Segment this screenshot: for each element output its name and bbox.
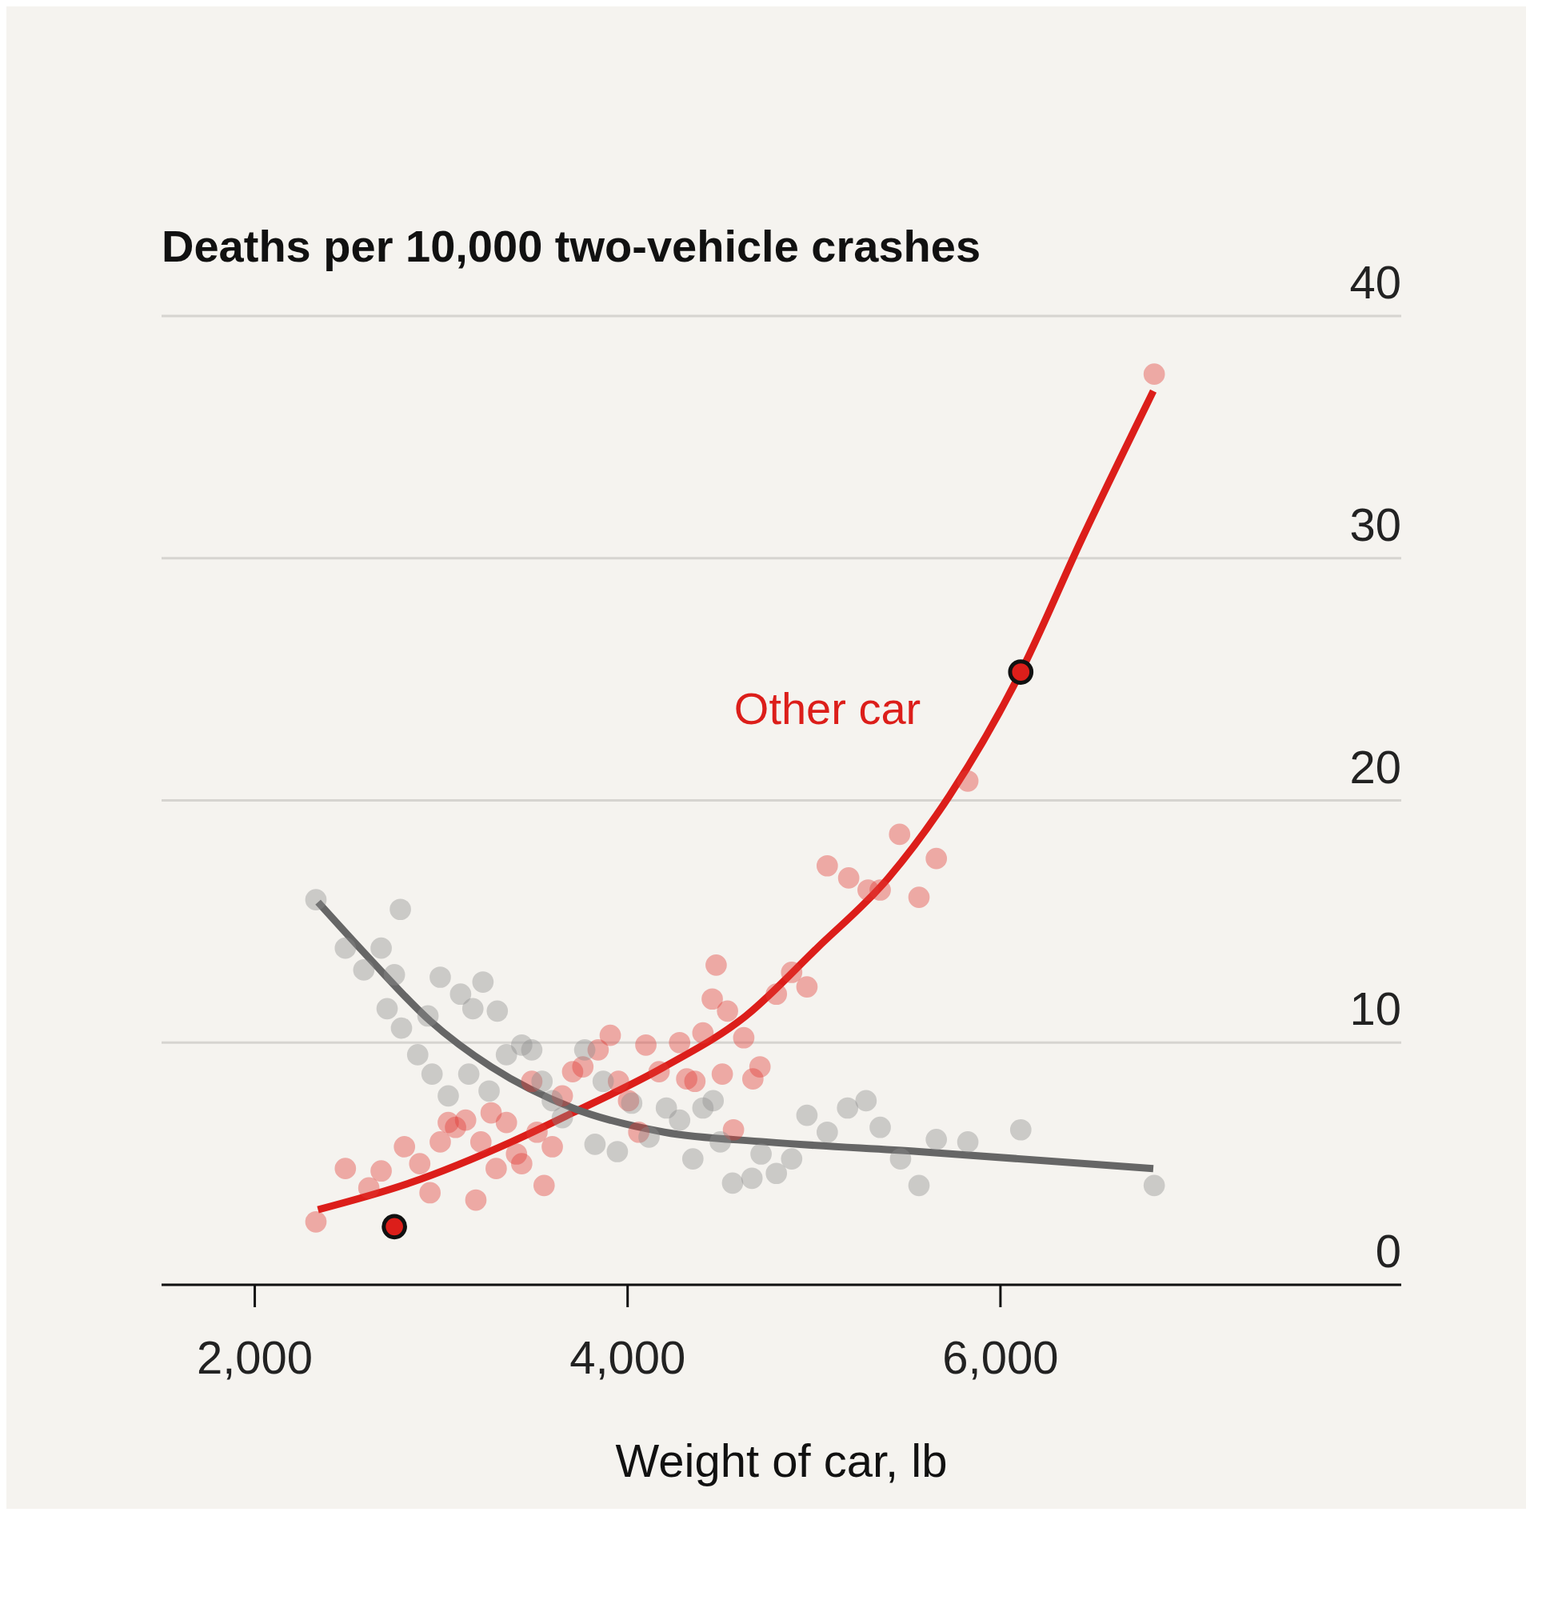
html-text:Deaths per 10,000 two-vehicle: Deaths per 10,000 two-vehicle crashes [161, 220, 981, 272]
svg-text:2,000: 2,000 [196, 1330, 313, 1383]
svg-text:Other car: Other car [734, 683, 921, 734]
svg-text:6,000: 6,000 [942, 1330, 1059, 1383]
svg-text:20: 20 [1349, 740, 1402, 793]
svg-text:0: 0 [1375, 1224, 1402, 1277]
svg-text:30: 30 [1349, 498, 1402, 551]
svg-text:10: 10 [1349, 982, 1402, 1035]
svg-text:40: 40 [1349, 255, 1402, 308]
svg-text:Weight of car, lb: Weight of car, lb [615, 1434, 948, 1487]
svg-text:4,000: 4,000 [569, 1330, 686, 1383]
